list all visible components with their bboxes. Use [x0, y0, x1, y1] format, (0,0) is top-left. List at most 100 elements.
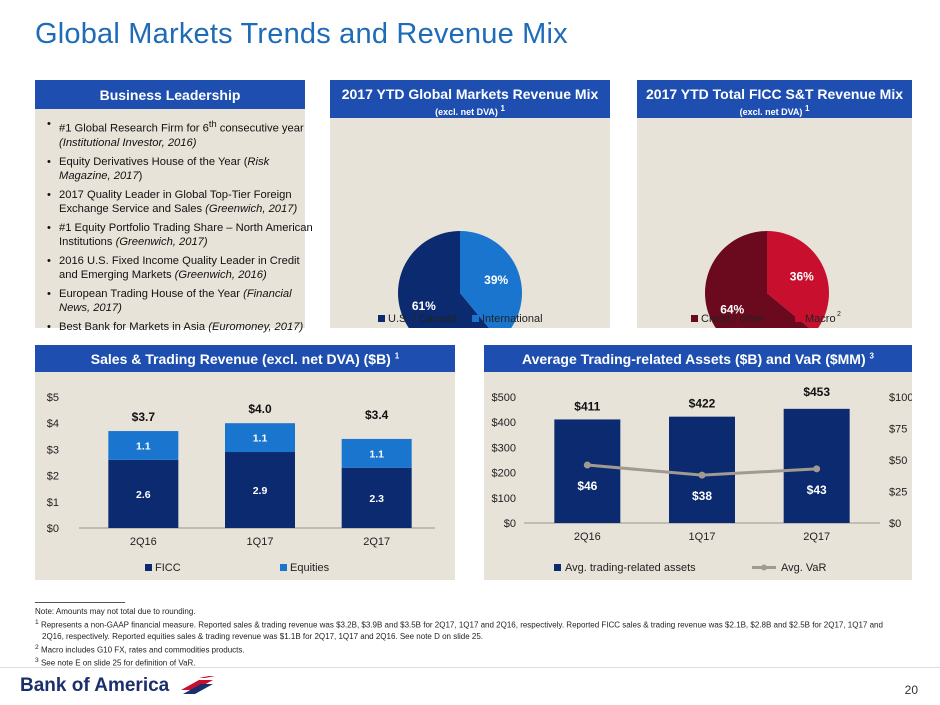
st-revenue-title: Sales & Trading Revenue (excl. net DVA) …	[90, 351, 391, 367]
assets-var-combo-chart: $0 $100 $200 $300 $400 $500 $0 $25 $50 $75 $100 $41…	[492, 385, 912, 574]
leadership-item: European Trading House of the Year (Fina…	[45, 287, 313, 316]
business-leadership-title: Business Leadership	[99, 87, 241, 103]
legend-label: International	[482, 313, 543, 325]
legend-label: FICC	[155, 562, 181, 574]
legend-swatch	[554, 564, 561, 571]
bar-segment	[225, 452, 295, 528]
bank-of-america-logo: Bank of America	[20, 675, 215, 697]
footnote-1: 1 Represents a non-GAAP financial measur…	[35, 619, 883, 630]
pie-data-label: 39%	[484, 273, 508, 287]
footnote-mark-3: 3	[35, 657, 39, 665]
footnote-mark-1: 1	[35, 619, 39, 626]
var-data-label: $38	[692, 489, 712, 503]
page-title: Global Markets Trends and Revenue Mix	[35, 18, 568, 50]
y-tick-label: $3	[47, 444, 59, 456]
y2-tick-label: $0	[889, 518, 901, 530]
footer-bar	[0, 667, 940, 705]
footnote-divider	[35, 602, 125, 603]
assets-var-panel: Average Trading-related Assets ($B) and …	[484, 345, 912, 580]
legend-swatch	[145, 564, 152, 571]
bar-data-label: 2.3	[369, 493, 384, 505]
legend-swatch	[472, 315, 479, 322]
var-point	[813, 465, 821, 473]
legend-label: Avg. trading-related assets	[565, 562, 696, 574]
var-point	[583, 461, 591, 469]
legend-footnote-mark: 2	[837, 311, 841, 318]
legend-label: U.S. / Canada	[388, 313, 458, 325]
legend-label: Equities	[290, 562, 330, 574]
leadership-item: 2016 U.S. Fixed Income Quality Leader in…	[45, 254, 313, 283]
bar-data-label: 2.9	[253, 485, 268, 497]
footnote-3: 3 See note E on slide 25 for definition …	[35, 657, 196, 668]
legend-line-marker	[761, 564, 767, 571]
bar-total-label: $3.7	[132, 410, 156, 424]
y-tick-label: $300	[492, 442, 516, 454]
business-leadership-header: Business Leadership	[35, 80, 305, 109]
x-tick-label: 2Q17	[363, 536, 390, 548]
leadership-item: Best Bank for Markets in Asia (Euromoney…	[45, 320, 313, 335]
legend-label: Credit / other	[701, 313, 765, 325]
ficc-mix-title: 2017 YTD Total FICC S&T Revenue Mix	[646, 86, 903, 102]
leadership-list: #1 Global Research Firm for 6th consecut…	[45, 117, 313, 338]
x-tick-label: 2Q16	[574, 531, 601, 543]
bar-data-label: 1.1	[369, 448, 384, 460]
ficc-mix-header: 2017 YTD Total FICC S&T Revenue Mix (exc…	[637, 80, 912, 118]
bar-data-label: 1.1	[253, 433, 268, 445]
assets-var-header: Average Trading-related Assets ($B) and …	[484, 345, 912, 372]
bar-segment	[341, 438, 412, 468]
pie-slice	[705, 231, 810, 328]
bar-segment	[108, 459, 179, 528]
y-tick-label: $4	[47, 418, 59, 430]
footnotes: Note: Amounts may not total due to round…	[35, 602, 915, 669]
legend-swatch	[378, 315, 385, 322]
ficc-mix-subtitle: (excl. net DVA)	[739, 107, 803, 117]
y-tick-label: $200	[492, 468, 516, 480]
gm-mix-subtitle: (excl. net DVA)	[435, 107, 498, 117]
assets-var-title: Average Trading-related Assets ($B) and …	[522, 351, 866, 367]
x-tick-label: 2Q16	[130, 536, 157, 548]
st-revenue-footnote-mark: 1	[394, 351, 400, 361]
y2-tick-label: $75	[889, 424, 907, 436]
bar-total-label: $4.0	[248, 402, 272, 416]
y2-tick-label: $50	[889, 455, 907, 467]
y-tick-label: $100	[492, 493, 516, 505]
gm-mix-title: 2017 YTD Global Markets Revenue Mix	[341, 86, 599, 102]
legend-swatch	[691, 315, 698, 322]
bar	[554, 419, 621, 523]
assets-var-footnote-mark: 3	[869, 351, 874, 361]
leadership-item: 2017 Quality Leader in Global Top-Tier F…	[45, 188, 313, 217]
st-revenue-header: Sales & Trading Revenue (excl. net DVA) …	[35, 345, 455, 372]
leadership-item: Equity Derivatives House of the Year (Ri…	[45, 155, 313, 184]
y-tick-label: $500	[492, 392, 516, 404]
x-tick-label: 1Q17	[247, 536, 274, 548]
pie-slice	[767, 231, 829, 328]
bar-data-label: 1.1	[136, 440, 151, 452]
legend-label: Macro	[805, 313, 836, 325]
gm-mix-panel: 2017 YTD Global Markets Revenue Mix (exc…	[330, 80, 610, 328]
legend-swatch	[280, 564, 287, 571]
leadership-item: #1 Equity Portfolio Trading Share – Nort…	[45, 221, 313, 250]
y-tick-label: $0	[47, 523, 59, 535]
ficc-mix-footnote-mark: 1	[804, 104, 810, 113]
footnote-mark-2: 2	[35, 643, 39, 651]
pie-data-label: 64%	[720, 302, 744, 316]
business-leadership-panel: Business Leadership #1 Global Research F…	[35, 80, 313, 334]
var-data-label: $43	[807, 483, 827, 497]
bar	[669, 416, 735, 523]
bar-total-label: $3.4	[365, 408, 389, 422]
y-tick-label: $400	[492, 417, 516, 429]
st-revenue-bar-chart: $0 $1 $2 $3 $4 $5 2.6 1.1 $3.7 2Q16 2.9 1.1 $4.0 1Q17…	[47, 392, 435, 574]
bar-segment	[108, 431, 179, 460]
y2-tick-label: $25	[889, 487, 907, 499]
y-tick-label: $2	[47, 471, 59, 483]
legend-swatch	[795, 315, 802, 322]
gm-mix-pie-chart: 61% 39% U.S. / Canada International	[378, 231, 543, 328]
bar-data-label: $453	[803, 385, 830, 399]
st-revenue-panel: Sales & Trading Revenue (excl. net DVA) …	[35, 345, 455, 580]
logo-text: Bank of America	[20, 675, 170, 696]
ficc-mix-pie-chart: 64% 36% Credit / other Macro 2	[691, 231, 841, 328]
legend-label: Avg. VaR	[781, 562, 827, 574]
gm-mix-footnote-mark: 1	[500, 104, 505, 113]
bar-segment	[341, 467, 412, 528]
y-tick-label: $0	[504, 518, 516, 530]
